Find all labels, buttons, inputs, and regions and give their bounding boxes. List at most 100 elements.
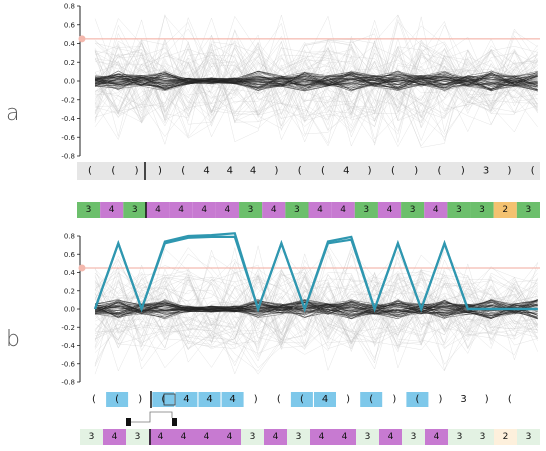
b-state-cell bbox=[149, 429, 172, 445]
b-background-line bbox=[94, 268, 538, 348]
a-paren-token: ) bbox=[461, 166, 465, 177]
a-state-cell bbox=[285, 202, 309, 218]
b-band-line bbox=[94, 299, 538, 314]
b-paren-token: 4 bbox=[322, 394, 328, 405]
a-state-cell bbox=[516, 202, 540, 218]
a-state-cell bbox=[331, 202, 355, 218]
b-background-line bbox=[94, 259, 538, 369]
b-paren-highlight bbox=[290, 392, 313, 407]
b-paren-highlight bbox=[221, 392, 244, 407]
a-state-label: 3 bbox=[410, 205, 416, 215]
b-state-label: 4 bbox=[204, 432, 210, 442]
b-state-cell bbox=[218, 429, 241, 445]
b-y-tick-label: 0.8 bbox=[64, 233, 75, 241]
a-background-line bbox=[94, 41, 538, 138]
a-state-cell bbox=[424, 202, 448, 218]
a-state-label: 4 bbox=[201, 205, 207, 215]
a-y-tick-label: 0.4 bbox=[64, 40, 76, 48]
b-state-label: 4 bbox=[181, 432, 187, 442]
b-state-label: 3 bbox=[89, 432, 95, 442]
a-paren-token: ) bbox=[135, 166, 139, 177]
b-state-label: 3 bbox=[250, 432, 256, 442]
b-state-label: 3 bbox=[457, 432, 463, 442]
a-background-line bbox=[94, 43, 538, 147]
b-state-label: 2 bbox=[503, 432, 509, 442]
a-background-line bbox=[94, 41, 538, 144]
b-background-line bbox=[94, 272, 538, 354]
a-background-line bbox=[94, 44, 538, 146]
a-state-label: 3 bbox=[363, 205, 369, 215]
a-background-line bbox=[94, 36, 538, 122]
a-y-tick-label: -0.8 bbox=[61, 153, 75, 161]
b-paren-highlight bbox=[314, 392, 336, 407]
b-state-cell bbox=[448, 429, 471, 445]
a-background-line bbox=[94, 35, 538, 144]
a-paren-token: 4 bbox=[343, 166, 349, 177]
b-paren-token: ( bbox=[300, 394, 304, 405]
b-state-label: 4 bbox=[388, 432, 394, 442]
b-state-cell bbox=[195, 429, 218, 445]
a-paren-token: 4 bbox=[227, 166, 233, 177]
b-paren-highlight bbox=[360, 392, 383, 407]
b-paren-token: ( bbox=[92, 394, 96, 405]
a-state-cell bbox=[470, 202, 494, 218]
a-background-line bbox=[94, 19, 538, 114]
b-background-line bbox=[94, 277, 538, 352]
b-paren-token: ) bbox=[138, 394, 142, 405]
b-state-cell bbox=[379, 429, 402, 445]
b-link-bracket bbox=[126, 411, 177, 426]
b-state-label: 3 bbox=[135, 432, 141, 442]
a-state-row: 3 4 3 4 4 4 4 3 4 3 4 4 3 4 3 4 3 3 2 3 bbox=[77, 202, 540, 218]
b-threshold-handle bbox=[78, 264, 86, 272]
b-highlight-line bbox=[93, 232, 538, 313]
a-background-line bbox=[94, 15, 538, 147]
a-band-line bbox=[94, 70, 538, 90]
b-band-line bbox=[94, 301, 538, 318]
b-paren-highlight bbox=[175, 392, 198, 407]
a-state-cell bbox=[146, 202, 170, 218]
a-y-tick-label: -0.2 bbox=[61, 96, 75, 104]
b-band-line bbox=[94, 299, 538, 319]
a-background-line bbox=[94, 42, 538, 117]
a-paren-token: 4 bbox=[250, 166, 256, 177]
b-dense-band bbox=[94, 298, 538, 320]
b-y-tick-label: 0.2 bbox=[64, 287, 75, 295]
a-state-label: 4 bbox=[178, 205, 184, 215]
a-state-cell bbox=[123, 202, 147, 218]
b-state-label: 4 bbox=[227, 432, 233, 442]
a-paren-token: ( bbox=[181, 166, 185, 177]
a-state-cell bbox=[493, 202, 517, 218]
a-band-line bbox=[94, 71, 538, 90]
a-state-label: 4 bbox=[271, 205, 277, 215]
b-background-line bbox=[94, 247, 538, 371]
b-state-cell bbox=[103, 429, 126, 445]
a-state-cell bbox=[262, 202, 286, 218]
a-state-label: 4 bbox=[387, 205, 393, 215]
b-y-tick-label: -0.8 bbox=[61, 379, 75, 387]
a-band-line bbox=[94, 75, 538, 91]
b-paren-token: ) bbox=[485, 394, 489, 405]
a-state-cell bbox=[447, 202, 471, 218]
b-paren-row: (() (4 4 4) ((4) () () 3) ( bbox=[92, 391, 512, 408]
b-background-line bbox=[94, 270, 538, 350]
b-state-cell bbox=[517, 429, 540, 445]
b-paren-token: ) bbox=[346, 394, 350, 405]
b-paren-highlight bbox=[406, 392, 429, 407]
b-y-tick-label: -0.4 bbox=[61, 342, 75, 350]
b-paren-token: ( bbox=[415, 394, 419, 405]
b-paren-token: ) bbox=[392, 394, 396, 405]
a-y-tick-label: 0.0 bbox=[64, 78, 75, 86]
b-paren-token: ( bbox=[277, 394, 281, 405]
a-state-label: 4 bbox=[225, 205, 231, 215]
a-paren-token: ( bbox=[111, 166, 115, 177]
panel-a: 0.8 0.6 0.4 0.2 0.0 -0.2 -0.4 -0.6 -0.8 (()) (4 4 4… bbox=[61, 3, 540, 218]
b-paren-token: ( bbox=[369, 394, 373, 405]
a-paren-row-bg bbox=[77, 162, 540, 180]
a-paren-token: ) bbox=[368, 166, 372, 177]
a-paren-token: ) bbox=[158, 166, 162, 177]
a-state-cell bbox=[169, 202, 193, 218]
b-paren-token: ) bbox=[254, 394, 258, 405]
b-y-tick-label: -0.6 bbox=[61, 360, 75, 368]
b-background-line bbox=[94, 271, 538, 370]
